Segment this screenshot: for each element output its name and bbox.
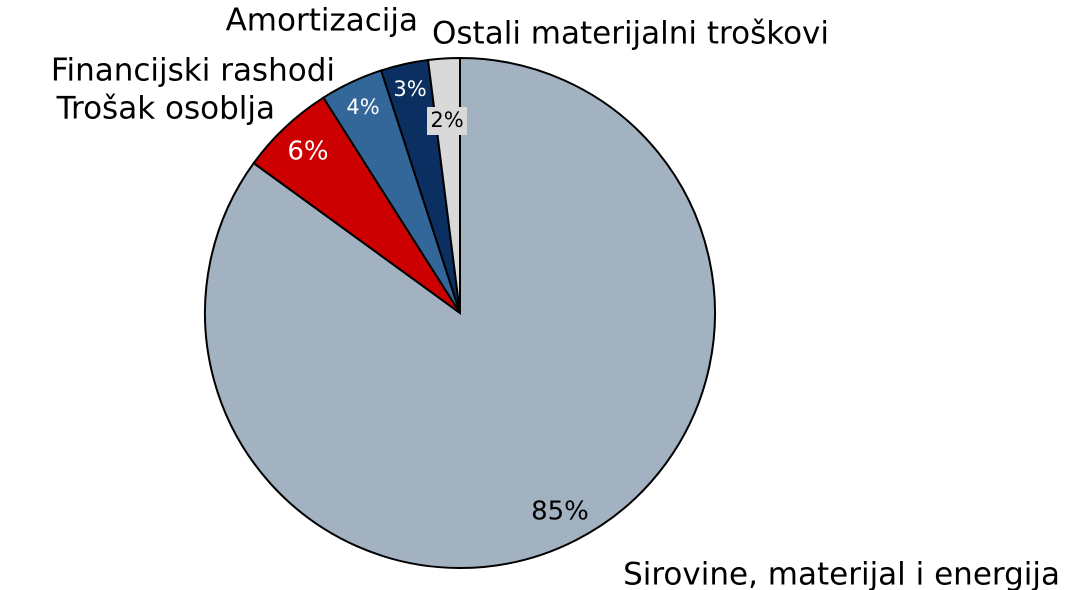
category-label: Ostali materijalni troškovi	[432, 16, 829, 52]
category-label: Trošak osoblja	[56, 91, 275, 127]
value-label: 2%	[430, 108, 463, 132]
value-label: 4%	[346, 95, 379, 119]
value-label: 85%	[531, 497, 589, 527]
value-label-bg	[427, 107, 467, 135]
value-label: 3%	[393, 77, 426, 101]
category-label: Sirovine, materijal i energija	[623, 557, 1060, 590]
category-label: Financijski rashodi	[51, 53, 335, 89]
value-label: 6%	[287, 137, 328, 167]
category-label: Amortizacija	[226, 3, 418, 39]
pie-slice	[204, 56, 716, 569]
